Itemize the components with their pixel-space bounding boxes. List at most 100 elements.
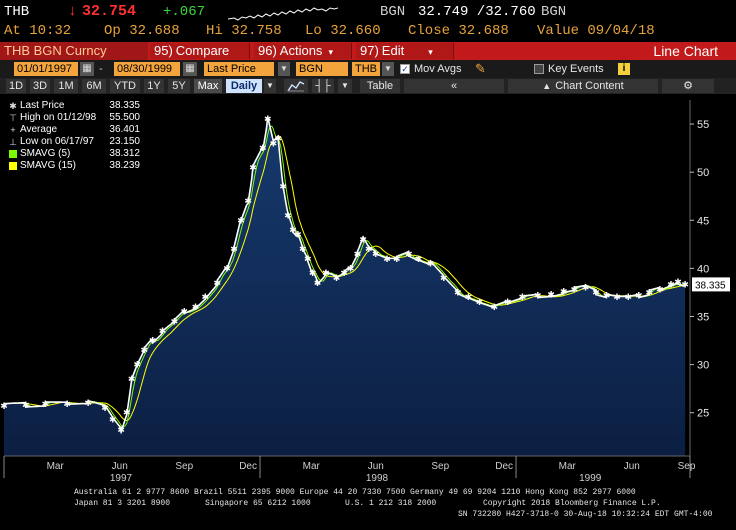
price-point-40: ✱: [354, 250, 362, 260]
price-point-45: ✱: [393, 255, 401, 265]
x-tick-label-2: Sep: [175, 461, 193, 472]
source-field[interactable]: BGN: [296, 62, 348, 76]
settings-gear-icon[interactable]: ⚙: [662, 79, 714, 93]
price-point-52: ✱: [476, 298, 484, 308]
y-tick-label-6: 55: [697, 119, 709, 131]
edit-button[interactable]: 97) Edit ▾: [356, 43, 454, 59]
footer-japan: Japan 81 3 3201 8900: [74, 499, 171, 508]
frequency-select[interactable]: Daily: [226, 79, 262, 93]
key-events-checkbox[interactable]: [534, 64, 544, 74]
price-point-35: ✱: [314, 279, 322, 289]
price-point-0: ✱: [0, 402, 8, 412]
legend-average: + Average 36.401: [6, 124, 142, 136]
chevron-down-icon[interactable]: ▼: [338, 79, 352, 93]
footer-copyright: Copyright 2018 Bloomberg Finance L.P.: [483, 499, 661, 508]
date-separator: -: [99, 63, 103, 75]
price-point-8: ✱: [123, 409, 131, 419]
average-marker-icon: +: [10, 125, 16, 135]
period-row: 1D 3D 1M 6M YTD 1Y 5Y Max Daily ▼ ┤├ ▼ T…: [0, 78, 736, 94]
chevron-down-icon: ▾: [328, 47, 333, 57]
price-point-43: ✱: [372, 250, 380, 260]
security-field[interactable]: THB BGN Curncy: [0, 42, 148, 60]
last-price: 32.754: [82, 3, 137, 20]
start-date-field[interactable]: 01/01/1997: [14, 62, 78, 76]
price-point-57: ✱: [547, 290, 555, 300]
price-point-4: ✱: [84, 399, 92, 409]
x-tick-label-8: Mar: [559, 461, 577, 472]
price-point-34: ✱: [309, 269, 317, 279]
period-max[interactable]: Max: [194, 79, 222, 93]
chart-content-icon: ▲: [542, 81, 552, 91]
price-point-21: ✱: [237, 216, 245, 226]
year-label-1: 1998: [366, 473, 389, 484]
period-ytd[interactable]: YTD: [110, 79, 140, 93]
chevron-down-icon[interactable]: ▼: [278, 62, 290, 76]
price-point-2: ✱: [42, 400, 50, 410]
y-tick-label-0: 25: [697, 408, 709, 420]
info-icon[interactable]: i: [618, 63, 630, 75]
period-6m[interactable]: 6M: [82, 79, 106, 93]
chevron-down-icon[interactable]: ▼: [382, 62, 394, 76]
price-point-65: ✱: [635, 291, 643, 301]
calendar-icon[interactable]: ▦: [80, 62, 94, 76]
chevron-down-icon[interactable]: ▼: [264, 79, 276, 93]
currency-field[interactable]: THB: [352, 62, 380, 76]
price-field-select[interactable]: Last Price: [204, 62, 274, 76]
price-point-62: ✱: [603, 291, 611, 301]
price-point-22: ✱: [244, 197, 252, 207]
period-5y[interactable]: 5Y: [168, 79, 190, 93]
y-tick-label-5: 50: [697, 167, 709, 179]
table-button[interactable]: Table: [360, 79, 400, 93]
period-1d[interactable]: 1D: [6, 79, 26, 93]
footer-phones: Australia 61 2 9777 8600 Brazil 5511 239…: [74, 488, 636, 497]
bar-type-icon[interactable]: ┤├: [312, 79, 334, 93]
price-point-55: ✱: [519, 293, 527, 303]
high-price: Hi 32.758: [206, 23, 282, 39]
chevron-down-icon: ▾: [428, 47, 433, 57]
price-point-48: ✱: [427, 260, 435, 270]
x-tick-label-10: Sep: [678, 461, 696, 472]
pencil-icon[interactable]: ✎: [475, 61, 486, 76]
period-1y[interactable]: 1Y: [144, 79, 164, 93]
end-date-field[interactable]: 08/30/1999: [114, 62, 180, 76]
x-tick-label-4: Mar: [303, 461, 321, 472]
year-label-0: 1997: [110, 473, 133, 484]
value-date: Value 09/04/18: [537, 23, 655, 39]
footer-serial: SN 732280 H427-3718-0 30-Aug-18 10:32:24…: [458, 510, 713, 519]
calendar-icon[interactable]: ▦: [183, 62, 197, 76]
price-point-28: ✱: [279, 183, 287, 193]
compare-button[interactable]: 95) Compare: [150, 43, 250, 59]
price-point-47: ✱: [415, 255, 423, 265]
price-chart: ✱ ✱ ✱ ✱ ✱ ✱✱✱✱✱✱✱✱✱✱✱ ✱✱✱✱✱✱✱✱✱✱✱✱✱✱✱✱✱✱✱✱✱ ✱ ✱✱…: [0, 100, 730, 484]
footer: Australia 61 2 9777 8600 Brazil 5511 239…: [0, 486, 736, 530]
x-tick-label-7: Dec: [495, 461, 513, 472]
price-point-60: ✱: [582, 284, 590, 294]
price-point-56: ✱: [534, 291, 542, 301]
period-3d[interactable]: 3D: [30, 79, 50, 93]
period-1m[interactable]: 1M: [54, 79, 78, 93]
x-tick-label-3: Dec: [239, 461, 257, 472]
chart-content-button[interactable]: ▲ Chart Content: [508, 79, 658, 93]
y-tick-label-1: 30: [697, 360, 709, 372]
smavg15-swatch: [9, 162, 17, 170]
legend-high: ⊤ High on 01/12/98 55.500: [9, 112, 140, 123]
line-chart-icon[interactable]: [284, 79, 308, 93]
price-point-1: ✱: [22, 401, 30, 411]
mov-avgs-checkbox[interactable]: ✓: [400, 64, 410, 74]
smavg5-swatch: [9, 150, 17, 158]
actions-button[interactable]: 96) Actions ▾: [254, 43, 352, 59]
last-price-marker-icon: ✱: [9, 101, 17, 111]
price-point-15: ✱: [180, 308, 188, 318]
bid-ask-label: BGN: [380, 4, 406, 20]
quote-bar: THB ↓ 32.754 +.067 BGN 32.749 /32.760 BG…: [0, 0, 736, 42]
price-point-49: ✱: [440, 274, 448, 284]
price-point-5: ✱: [101, 404, 109, 414]
net-change: +.067: [163, 4, 206, 20]
price-point-14: ✱: [171, 317, 179, 327]
price-point-66: ✱: [646, 288, 654, 298]
price-point-50: ✱: [454, 288, 462, 298]
price-point-68: ✱: [667, 281, 675, 291]
collapse-button[interactable]: «: [404, 79, 504, 93]
price-point-16: ✱: [192, 303, 200, 313]
y-tick-label-4: 45: [697, 215, 709, 227]
